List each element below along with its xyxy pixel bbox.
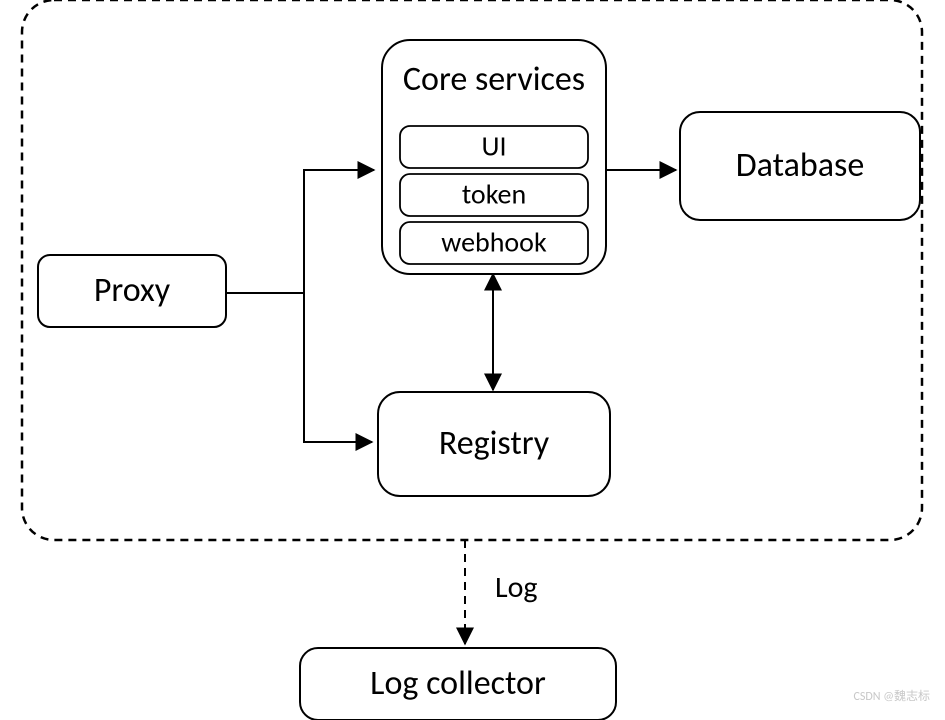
registry-label: Registry [439, 423, 550, 464]
core-services-label: Core services [403, 59, 585, 100]
proxy-label: Proxy [94, 270, 171, 311]
core-token-label: token [462, 177, 526, 212]
log-collector-label: Log collector [370, 663, 546, 704]
edge-proxy-core [226, 170, 374, 293]
core-ui-label: UI [481, 129, 506, 164]
proxy-node: Proxy [38, 255, 226, 327]
watermark-text: CSDN @魏志标 [854, 688, 930, 704]
core-webhook-label: webhook [441, 225, 547, 260]
core-services-node: Core services UI token webhook [382, 40, 606, 274]
registry-node: Registry [378, 392, 610, 496]
database-node: Database [680, 112, 920, 220]
architecture-diagram: Proxy Core services UI token webhook Dat… [0, 0, 945, 720]
database-label: Database [736, 145, 865, 186]
log-edge-label: Log [495, 569, 538, 606]
edge-proxy-registry [304, 293, 372, 442]
log-collector-node: Log collector [300, 648, 616, 720]
